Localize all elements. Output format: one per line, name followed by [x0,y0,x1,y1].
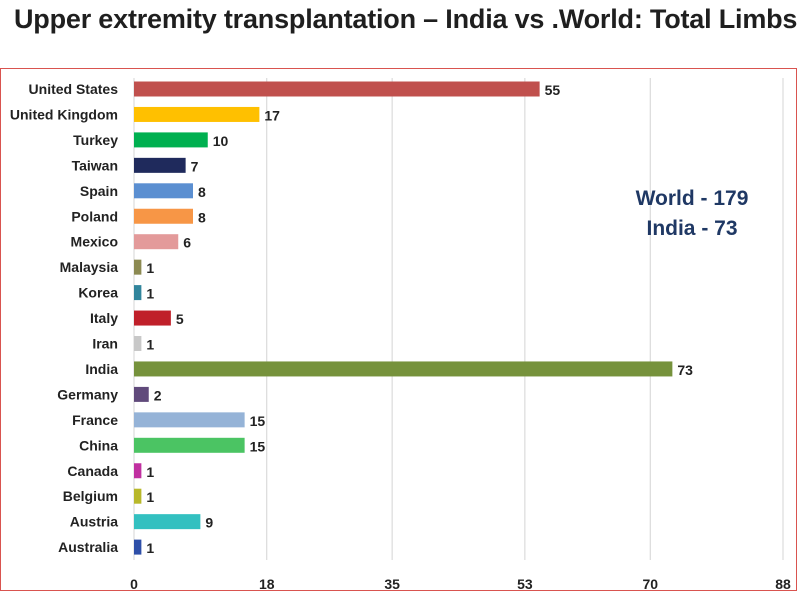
data-label: 8 [198,209,206,225]
category-label: Taiwan [72,157,118,173]
category-label: China [79,437,118,453]
data-label: 2 [154,387,162,403]
x-tick-label: 35 [384,576,400,592]
x-tick-label: 53 [517,576,533,592]
category-label: Italy [90,310,118,326]
bar [134,539,142,555]
bar [134,208,193,224]
data-label: 1 [146,540,154,556]
bar [134,310,171,326]
data-label: 8 [198,184,206,200]
bar [134,412,245,428]
bar [134,285,142,301]
data-label: 15 [250,413,266,429]
category-label: United States [29,81,119,97]
category-label: Turkey [73,132,118,148]
category-label: Germany [57,386,118,402]
bar [134,336,142,351]
bar [134,132,208,148]
data-label: 7 [191,158,199,174]
category-label: Spain [80,183,118,199]
india-total-text: India - 73 [646,217,738,240]
bar [134,514,201,530]
category-label: India [85,361,118,377]
bar [134,488,142,504]
data-label: 17 [264,107,280,123]
data-label: 6 [183,235,191,251]
chart-title: Upper extremity transplantation – India … [14,4,798,34]
chart-frame [0,68,797,591]
bar [134,361,673,377]
x-tick-label: 88 [775,576,791,592]
data-label: 5 [176,311,184,327]
category-label: Belgium [63,488,118,504]
category-label: United Kingdom [10,106,118,122]
category-label: Austria [70,514,118,530]
data-label: 1 [146,286,154,302]
x-tick-label: 70 [642,576,658,592]
data-label: 9 [205,515,213,531]
bar [134,463,142,479]
category-label: France [72,412,118,428]
x-tick-label: 0 [130,576,138,592]
bar [134,437,245,453]
category-label: Korea [78,285,118,301]
data-label: 55 [545,82,561,98]
bar [134,81,540,97]
totals-annotation: World - 179 India - 73 [612,184,772,244]
category-label: Poland [71,208,118,224]
bar [134,234,179,250]
data-label: 1 [146,260,154,276]
bar [134,157,186,173]
category-label: Canada [67,463,118,479]
bar [134,106,260,122]
data-label: 15 [250,438,266,454]
data-label: 73 [677,362,693,378]
data-label: 10 [213,133,229,149]
category-label: Australia [58,539,118,555]
world-total-text: World - 179 [635,187,749,210]
bar [134,386,149,402]
data-label: 1 [146,464,154,480]
category-label: Malaysia [60,259,119,275]
category-label: Iran [92,336,118,352]
bar [134,259,142,275]
data-label: 1 [146,337,154,353]
bar [134,183,193,199]
category-label: Mexico [71,234,118,250]
data-label: 1 [146,489,154,505]
x-tick-label: 18 [259,576,275,592]
